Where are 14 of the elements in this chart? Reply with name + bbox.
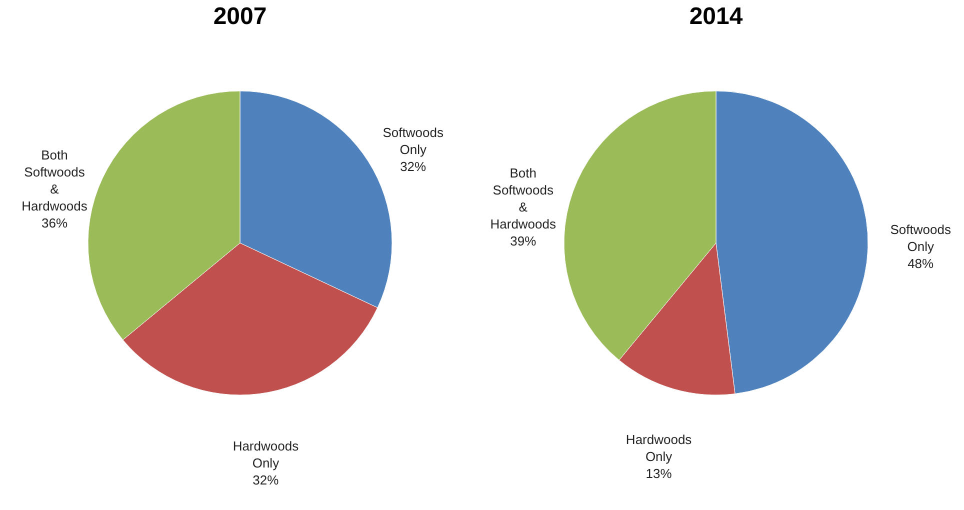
chart-title: 2007 — [213, 3, 267, 30]
data-label: 32% — [400, 159, 427, 174]
data-label: 39% — [510, 234, 537, 249]
data-label: 32% — [252, 472, 280, 488]
data-label: 36% — [41, 216, 68, 231]
slice-label: Softwoods Only — [890, 222, 952, 254]
slice-label: Hardwoods Only — [626, 432, 692, 464]
slice-label: Hardwoods Only — [232, 438, 300, 470]
slice-label: Both Softwoods & Hardwoods — [490, 166, 556, 232]
chart-title: 2014 — [689, 3, 744, 30]
slice-label: Softwoods Only — [382, 125, 444, 158]
data-label: 48% — [908, 256, 934, 272]
slice-label: Both Softwoods & Hardwoods — [22, 148, 88, 214]
data-label: 13% — [646, 466, 672, 481]
